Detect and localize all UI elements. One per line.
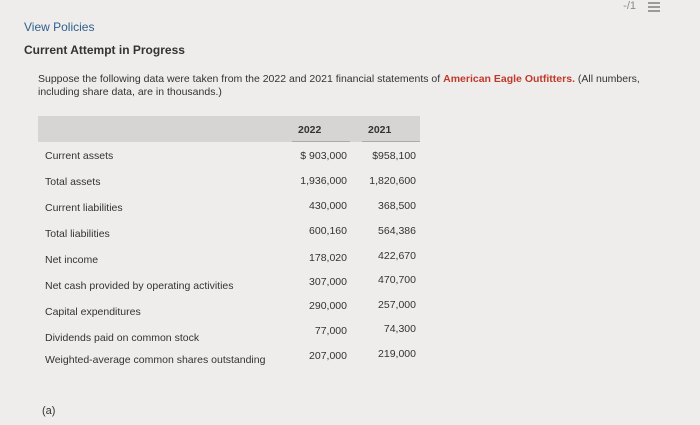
- row-label: Net cash provided by operating activitie…: [45, 280, 234, 292]
- question-text: Suppose the following data were taken fr…: [38, 73, 658, 99]
- cell-2021: 422,670: [378, 250, 416, 262]
- company-name: American Eagle Outfitters.: [443, 73, 575, 85]
- cell-2022: 600,160: [309, 225, 347, 237]
- row-label: Total liabilities: [45, 228, 110, 240]
- row-label: Weighted-average common shares outstandi…: [45, 354, 266, 366]
- cell-2022: 290,000: [309, 300, 347, 312]
- column-underline-2022: [292, 141, 350, 142]
- cell-2021: 564,386: [378, 225, 416, 237]
- cell-2021: 219,000: [378, 348, 416, 360]
- cell-2022: 1,936,000: [300, 175, 347, 187]
- cell-2021: 257,000: [378, 299, 416, 311]
- row-label: Current assets: [45, 150, 114, 162]
- column-header-2021: 2021: [368, 124, 392, 136]
- cell-2021: 470,700: [378, 274, 416, 286]
- row-label: Total assets: [45, 176, 101, 188]
- row-label: Current liabilities: [45, 202, 123, 214]
- cell-2021: 74,300: [383, 323, 416, 335]
- cell-2021: $958,100: [372, 150, 416, 162]
- row-label: Net income: [45, 254, 99, 266]
- cell-2021: 1,820,600: [369, 175, 416, 187]
- part-label: (a): [42, 405, 56, 417]
- row-label: Capital expenditures: [45, 306, 141, 318]
- view-policies-link[interactable]: View Policies: [24, 20, 95, 34]
- cell-2022: 77,000: [314, 325, 347, 337]
- table-header-panel: [38, 116, 420, 142]
- cell-2021: 368,500: [378, 200, 416, 212]
- cell-2022: 307,000: [309, 276, 347, 288]
- attempt-status: Current Attempt in Progress: [24, 43, 185, 57]
- cell-2022: 207,000: [309, 350, 347, 362]
- cell-2022: 430,000: [309, 200, 347, 212]
- column-header-2022: 2022: [298, 124, 322, 136]
- list-icon[interactable]: [648, 2, 660, 13]
- cell-2022: 178,020: [309, 252, 347, 264]
- cell-2022: $ 903,000: [300, 150, 347, 162]
- question-text-after: (All numbers, including share data, are …: [38, 73, 640, 98]
- row-label: Dividends paid on common stock: [45, 332, 200, 344]
- question-text-before: Suppose the following data were taken fr…: [38, 73, 444, 85]
- column-underline-2021: [362, 141, 420, 142]
- score-indicator: -/1: [623, 0, 636, 12]
